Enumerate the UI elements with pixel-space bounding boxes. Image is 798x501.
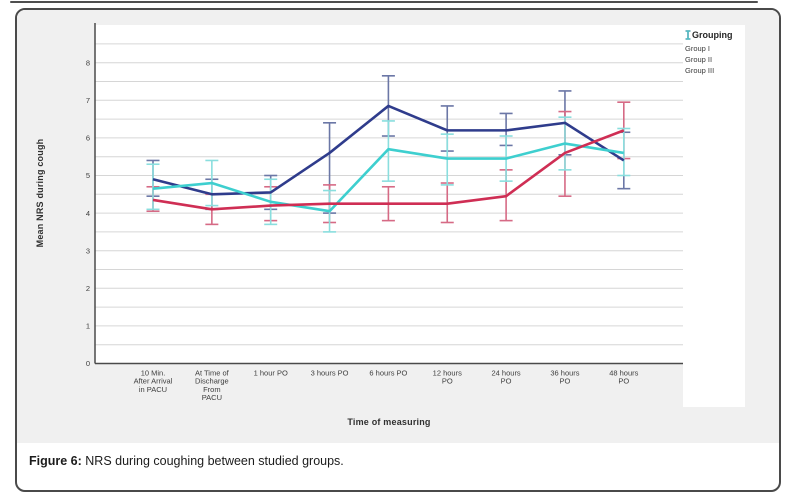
- legend-item: Group I: [685, 30, 771, 54]
- x-tick-label: After Arrival: [134, 377, 173, 386]
- x-tick-label: PO: [560, 377, 571, 386]
- x-tick-label: 6 hours PO: [369, 369, 407, 378]
- legend-item-label: Group I: [685, 44, 711, 53]
- x-tick-label: 12 hours: [433, 369, 462, 378]
- x-tick-label: 3 hours PO: [311, 369, 349, 378]
- x-tick-label: At Time of: [195, 369, 230, 378]
- y-tick-label: 5: [86, 171, 90, 180]
- x-tick-label: 1 hour PO: [254, 369, 288, 378]
- x-tick-label: PO: [442, 377, 453, 386]
- x-tick-label: PACU: [202, 393, 222, 402]
- x-tick-label: Discharge: [195, 377, 229, 386]
- figure-label: Figure 6:: [29, 454, 82, 468]
- legend-item: Group II: [685, 30, 771, 65]
- y-tick-label: 3: [86, 246, 90, 255]
- x-tick-label: in PACU: [139, 385, 167, 394]
- y-tick-label: 4: [86, 209, 90, 218]
- figure-card: 0 1 2 3 4 5 6 7 8 10 Min. After Arrival in PACU At T…: [15, 8, 781, 492]
- x-tick-label: PO: [618, 377, 629, 386]
- figure-caption: Figure 6: NRS during coughing between st…: [29, 454, 344, 468]
- x-tick-label: 36 hours: [550, 369, 579, 378]
- legend-items: Group I Group II Group III: [685, 30, 771, 76]
- x-tick-label: From: [203, 385, 221, 394]
- x-tick-label: 10 Min.: [141, 369, 166, 378]
- y-tick-label: 6: [86, 134, 90, 143]
- y-axis-title: Mean NRS during cough: [35, 138, 45, 248]
- y-tick-label: 8: [86, 58, 90, 67]
- x-tick-label: 24 hours: [492, 369, 521, 378]
- y-tick-label: 2: [86, 284, 90, 293]
- y-tick-label: 7: [86, 96, 90, 105]
- legend-item: Group III: [685, 30, 771, 76]
- legend-box: [683, 25, 745, 407]
- x-tick-label: PO: [501, 377, 512, 386]
- legend-item-label: Group II: [685, 55, 713, 64]
- legend-item-label: Group III: [685, 66, 715, 75]
- series-line-group-i: [152, 104, 625, 196]
- y-tick-label: 0: [86, 359, 90, 368]
- chart-image: 0 1 2 3 4 5 6 7 8 10 Min. After Arrival in PACU At T…: [17, 10, 779, 443]
- legend-title: Grouping: [692, 30, 733, 40]
- top-divider: [10, 1, 758, 3]
- series-line-group-iii: [152, 142, 625, 213]
- x-tick-label: 48 hours: [609, 369, 638, 378]
- caption-text: NRS during coughing between studied grou…: [85, 454, 344, 468]
- x-axis-title: Time of measuring: [347, 417, 431, 427]
- y-tick-label: 1: [86, 322, 90, 331]
- series-line-group-ii: [152, 129, 625, 211]
- error-bar-icon: [685, 30, 691, 40]
- legend: Grouping Group I Group II Group III: [685, 30, 771, 77]
